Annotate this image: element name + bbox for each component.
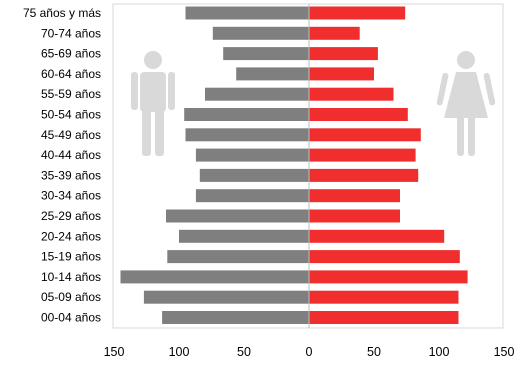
x-axis-tick-labels: 150 100 50 0 50 100 150 <box>104 345 515 359</box>
bars-group <box>120 6 468 324</box>
right-bar <box>309 47 378 61</box>
right-bar <box>309 87 394 101</box>
x-tick-label: 100 <box>169 345 190 359</box>
left-bar <box>167 250 309 264</box>
right-bar <box>309 209 400 223</box>
left-bar <box>212 26 309 40</box>
category-label: 15-19 años <box>41 250 101 264</box>
plot-area-frame <box>112 3 504 329</box>
category-label: 75 años y más <box>23 6 101 20</box>
left-bar <box>162 311 309 324</box>
category-label: 70-74 años <box>41 26 101 40</box>
category-label: 00-04 años <box>41 311 101 325</box>
category-label: 30-34 años <box>41 189 101 203</box>
left-bar <box>195 148 309 162</box>
x-tick-label: 50 <box>367 345 381 359</box>
right-bar <box>309 290 459 304</box>
right-bar <box>309 26 360 40</box>
right-bar <box>309 108 408 121</box>
category-label: 40-44 años <box>41 148 101 162</box>
left-bar <box>236 67 309 81</box>
right-bar <box>309 67 374 81</box>
left-bar <box>143 290 309 304</box>
left-bar <box>120 270 309 284</box>
category-label: 35-39 años <box>41 168 101 182</box>
category-label: 50-54 años <box>41 108 101 122</box>
category-label: 65-69 años <box>41 47 101 61</box>
right-bar <box>309 6 406 20</box>
right-bar <box>309 189 400 203</box>
x-tick-label: 50 <box>237 345 251 359</box>
x-tick-label: 150 <box>104 345 125 359</box>
right-bar <box>309 148 416 162</box>
category-label: 10-14 años <box>41 270 101 284</box>
left-bar <box>195 189 309 203</box>
left-bar <box>205 87 309 101</box>
category-label: 55-59 años <box>41 87 101 101</box>
category-label: 20-24 años <box>41 229 101 243</box>
category-label: 45-49 años <box>41 128 101 142</box>
right-bar <box>309 128 421 142</box>
left-bar <box>166 209 309 223</box>
category-label: 25-29 años <box>41 209 101 223</box>
right-bar <box>309 311 459 324</box>
left-bar <box>185 6 309 20</box>
right-bar <box>309 168 419 182</box>
left-bar <box>185 128 309 142</box>
x-tick-label: 150 <box>494 345 515 359</box>
category-label: 60-64 años <box>41 67 101 81</box>
left-bar <box>184 108 309 121</box>
category-label: 05-09 años <box>41 290 101 304</box>
female-figure-icon <box>436 51 496 156</box>
right-bar <box>309 250 460 264</box>
left-bar <box>179 229 309 243</box>
left-bar <box>223 47 309 61</box>
left-bar <box>199 168 309 182</box>
category-labels: 75 años y más 70-74 años 65-69 años 60-64 a… <box>23 6 101 325</box>
x-tick-label: 100 <box>429 345 450 359</box>
right-bar <box>309 270 468 284</box>
right-bar <box>309 229 445 243</box>
x-tick-label: 0 <box>306 345 313 359</box>
male-figure-icon <box>131 51 175 156</box>
